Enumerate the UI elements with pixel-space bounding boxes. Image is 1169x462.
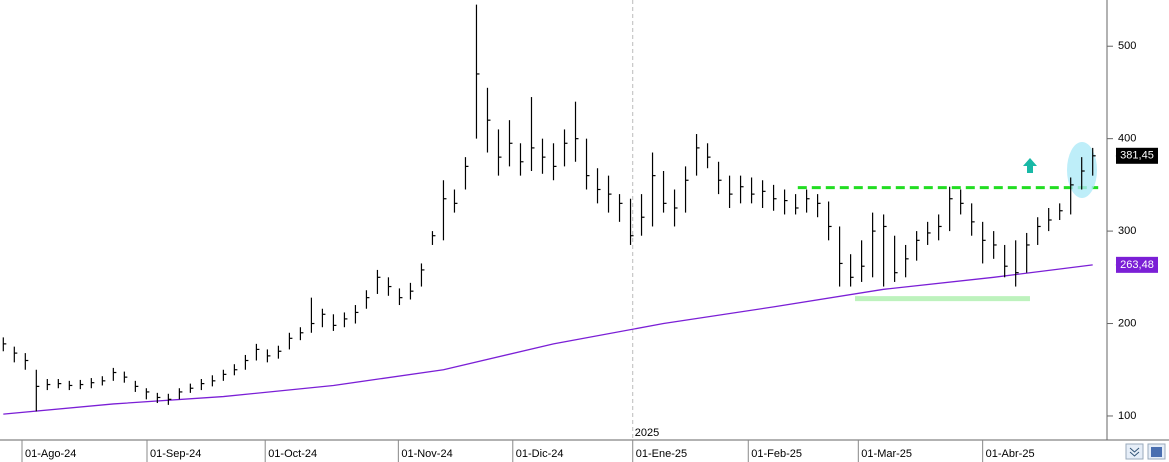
- x-tick-label: 01-Ene-25: [636, 448, 687, 460]
- bars: [2, 4, 1096, 412]
- x-tick-label: 01-Nov-24: [401, 448, 452, 460]
- y-tick-label: 300: [1118, 225, 1136, 237]
- y-tick-label: 200: [1118, 317, 1136, 329]
- price-tag-label: 263,48: [1120, 259, 1154, 271]
- x-tick-label: 01-Dic-24: [516, 448, 564, 460]
- moving-average: [3, 264, 1093, 415]
- save-icon: [1151, 447, 1162, 457]
- y-tick-label: 100: [1118, 410, 1136, 422]
- y-tick-label: 400: [1118, 133, 1136, 145]
- axes: 100 200 300 400 500 01-Ago-24 01-Sep-24 01-Oct-…: [21, 40, 1158, 462]
- x-tick-label: 01-Abr-25: [986, 448, 1035, 460]
- x-tick-label: 01-Sep-24: [150, 448, 201, 460]
- x-tick-label: 01-Oct-24: [268, 448, 317, 460]
- price-tag-label: 381,45: [1120, 150, 1154, 162]
- price-tag: [1116, 147, 1158, 164]
- up-arrow: [1023, 158, 1037, 173]
- plot: [3, 186, 1099, 415]
- x-tick-label: 01-Mar-25: [861, 448, 912, 460]
- y-tick-label: 500: [1118, 40, 1136, 52]
- price-tag: [1116, 256, 1158, 273]
- x-tick-label: 01-Ago-24: [25, 448, 76, 460]
- year-label: 2025: [635, 427, 659, 439]
- collapse-icon: [1129, 447, 1140, 457]
- x-tick-label: 01-Feb-25: [751, 448, 802, 460]
